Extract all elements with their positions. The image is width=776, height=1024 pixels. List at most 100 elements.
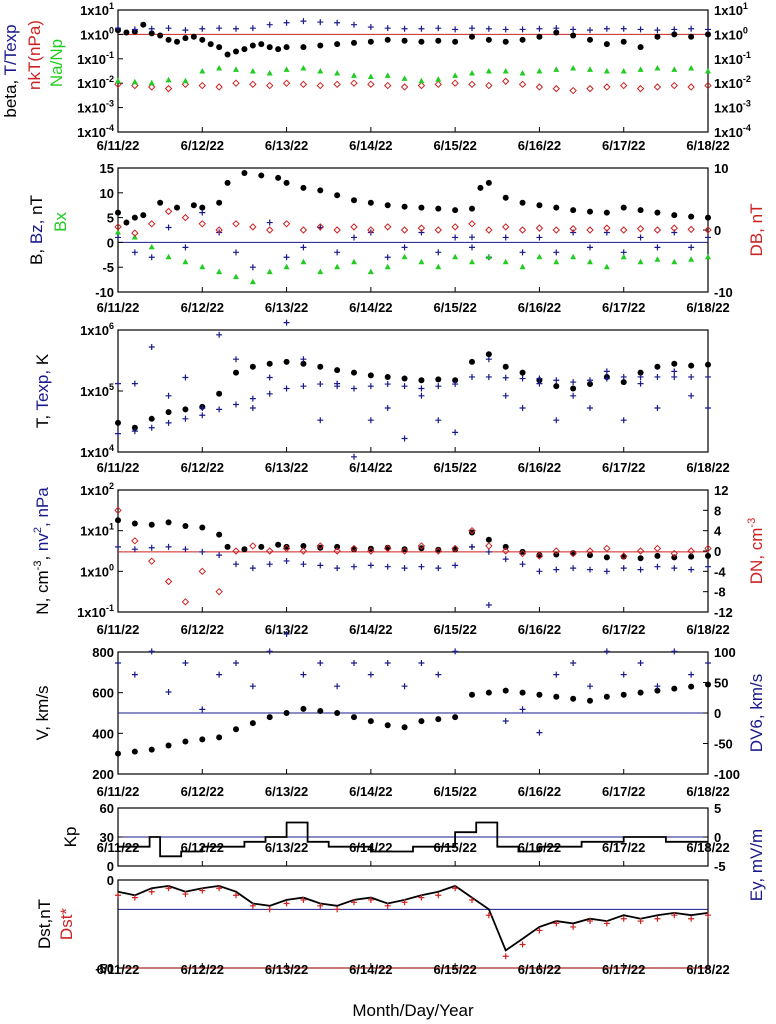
- y-tick-label: -5: [102, 260, 114, 275]
- data-point: [687, 83, 695, 91]
- data-point: [535, 224, 544, 232]
- data-point: [224, 179, 231, 186]
- data-point: [620, 915, 627, 922]
- data-point: [452, 26, 459, 33]
- data-point: [620, 565, 627, 572]
- data-point: [688, 683, 695, 690]
- data-point: [266, 21, 273, 28]
- data-point: [131, 537, 139, 545]
- data-point: [603, 229, 610, 236]
- x-tick-label: 6/14/22: [349, 784, 392, 799]
- data-point: [283, 385, 290, 392]
- data-point: [233, 660, 239, 666]
- data-point: [587, 66, 593, 72]
- data-point: [671, 66, 678, 72]
- y2-tick-label: -8: [714, 585, 726, 600]
- data-point: [452, 648, 459, 655]
- x-tick-label: 6/18/22: [686, 460, 729, 475]
- data-point: [620, 226, 628, 234]
- data-point: [519, 706, 526, 713]
- data-point: [266, 906, 273, 913]
- data-point: [300, 258, 307, 265]
- data-point: [401, 244, 408, 251]
- data-point: [182, 891, 189, 898]
- data-point: [300, 44, 307, 51]
- data-point: [199, 548, 206, 555]
- data-point: [283, 319, 290, 326]
- data-point: [367, 372, 374, 379]
- data-point: [401, 899, 408, 906]
- data-point: [688, 65, 695, 71]
- data-point: [435, 546, 442, 553]
- data-point: [671, 685, 678, 692]
- data-point: [300, 18, 307, 25]
- data-point: [452, 562, 459, 569]
- data-point: [688, 373, 695, 380]
- y2-tick-label: 50: [714, 676, 728, 691]
- data-point: [477, 184, 484, 191]
- y2-axis-label: Ey, mV/m: [747, 829, 766, 901]
- data-point: [518, 549, 527, 558]
- x-axis-label: Month/Day/Year: [352, 1001, 474, 1020]
- data-point: [452, 714, 459, 721]
- data-point: [637, 234, 644, 241]
- data-point: [620, 373, 627, 380]
- data-point: [653, 226, 662, 234]
- data-point: [469, 234, 475, 241]
- data-point: [199, 412, 206, 419]
- data-point: [688, 566, 695, 573]
- data-point: [384, 81, 392, 90]
- data-point: [688, 244, 695, 251]
- data-point: [671, 229, 678, 236]
- data-point: [587, 683, 593, 690]
- data-point: [688, 33, 695, 40]
- data-point: [249, 405, 256, 411]
- data-point: [570, 660, 577, 666]
- data-point: [654, 33, 661, 40]
- data-point: [688, 256, 695, 262]
- data-point: [384, 263, 391, 270]
- data-point: [367, 896, 374, 903]
- data-point: [384, 254, 391, 261]
- data-point: [241, 546, 248, 553]
- data-point: [367, 545, 374, 552]
- data-point: [165, 76, 172, 83]
- data-point: [603, 263, 610, 270]
- data-point: [351, 234, 357, 241]
- data-point: [148, 415, 155, 422]
- data-point: [417, 224, 426, 232]
- data-point: [334, 19, 341, 26]
- data-point: [164, 207, 173, 216]
- data-point: [536, 729, 543, 736]
- data-point: [435, 263, 442, 270]
- data-point: [266, 714, 273, 721]
- data-point: [435, 383, 442, 390]
- x-tick-label: 6/16/22: [518, 300, 561, 315]
- data-point: [418, 660, 425, 666]
- data-point: [275, 541, 282, 548]
- data-point: [334, 249, 341, 256]
- data-point: [199, 263, 206, 270]
- data-point: [671, 212, 678, 219]
- data-point: [165, 253, 172, 260]
- data-point: [553, 258, 560, 265]
- data-point: [334, 906, 341, 913]
- data-point: [334, 683, 341, 690]
- data-point: [283, 66, 290, 72]
- data-point: [114, 223, 122, 231]
- data-point: [401, 546, 408, 553]
- x-tick-label: 6/16/22: [518, 460, 561, 475]
- data-point: [266, 648, 273, 655]
- data-point: [317, 562, 324, 569]
- data-point: [115, 892, 121, 899]
- data-point: [233, 48, 239, 55]
- data-point: [282, 220, 291, 228]
- data-point: [671, 31, 678, 38]
- data-point: [570, 385, 577, 392]
- data-point: [317, 268, 324, 275]
- data-point: [157, 199, 164, 206]
- data-point: [351, 258, 357, 265]
- data-point: [115, 430, 121, 437]
- y2-axis-label: DV6, km/s: [747, 674, 766, 752]
